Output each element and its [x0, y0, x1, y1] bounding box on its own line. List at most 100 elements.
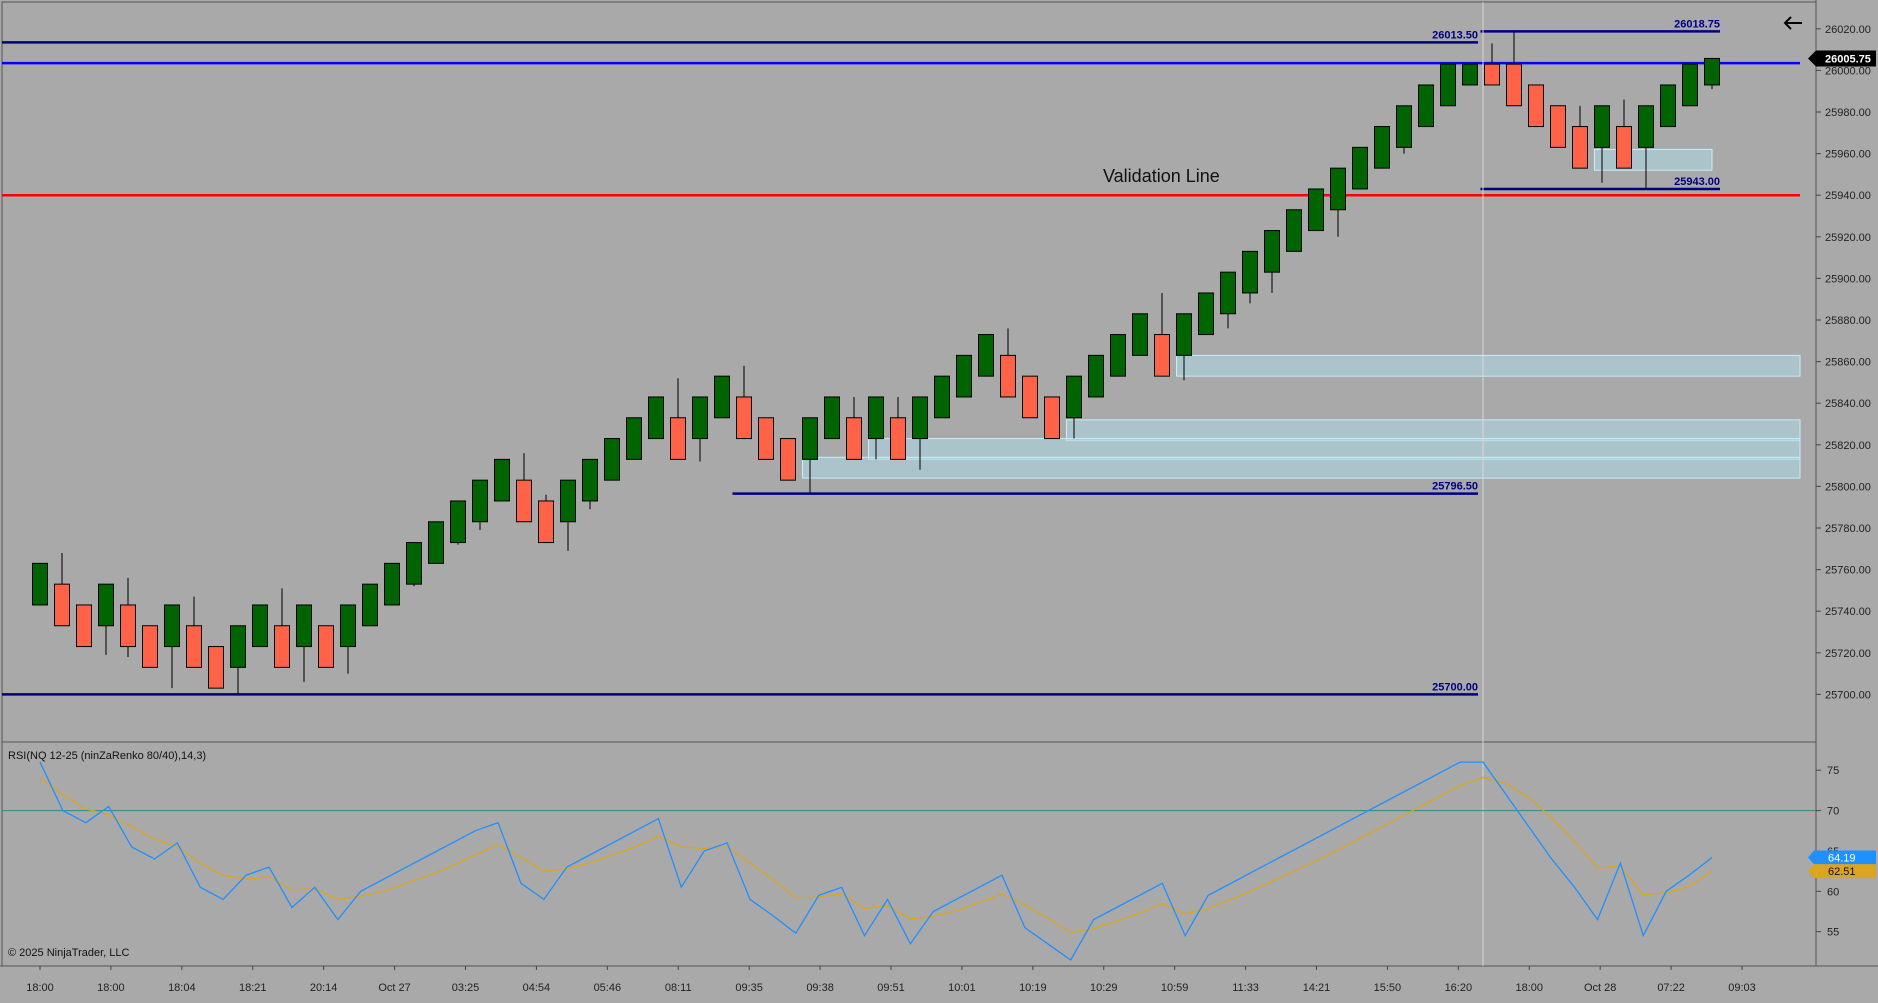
candle-down — [142, 625, 158, 668]
time-tick-label: 09:35 — [735, 982, 763, 994]
candle-up — [692, 396, 708, 440]
candle-down — [780, 438, 796, 481]
rsi-signal-tag: 62.51 — [1808, 864, 1876, 879]
candle-up — [648, 396, 664, 440]
time-tick-label: 14:21 — [1303, 982, 1331, 994]
candle-up — [1286, 209, 1302, 252]
candle-up — [1110, 334, 1126, 377]
rsi-tick-label: 60 — [1827, 886, 1839, 898]
time-tick-label: 15:50 — [1374, 982, 1402, 994]
candle-up — [230, 625, 246, 668]
price-tick-label: 25820.00 — [1825, 440, 1871, 452]
level-label: 26018.75 — [1674, 18, 1720, 30]
rsi-tick-label: 55 — [1827, 927, 1839, 939]
candle-up — [1088, 354, 1104, 398]
rsi-tick-label: 70 — [1827, 806, 1839, 818]
rsi-value-label: 64.19 — [1828, 853, 1856, 865]
level-label: 26013.50 — [1432, 29, 1478, 41]
candle-up — [1308, 188, 1324, 232]
candle-up — [450, 500, 466, 544]
candle-down — [736, 396, 752, 440]
demand-zone — [1594, 148, 1713, 171]
time-tick-label: 05:46 — [594, 982, 622, 994]
candle-up — [1198, 292, 1214, 336]
arrow-left-icon[interactable] — [1782, 12, 1808, 34]
price-tick-label: 25940.00 — [1825, 190, 1871, 202]
candle-up — [1264, 230, 1280, 273]
time-tick-label: 10:29 — [1090, 982, 1118, 994]
time-tick-label: 10:19 — [1019, 982, 1047, 994]
candle-up — [956, 354, 972, 398]
zones-layer — [802, 148, 1801, 479]
time-tick-label: 18:21 — [239, 982, 267, 994]
candle-up — [1440, 63, 1456, 107]
candle-down — [186, 625, 202, 668]
candle-up — [1330, 167, 1346, 211]
candle-up — [560, 479, 576, 523]
rsi-signal-label: 62.51 — [1828, 866, 1856, 878]
price-tick-label: 26000.00 — [1825, 65, 1871, 77]
candle-up — [802, 417, 818, 460]
price-tick-label: 25800.00 — [1825, 481, 1871, 493]
price-tick-label: 25740.00 — [1825, 606, 1871, 618]
rsi-panel-title: RSI(NQ 12-25 (ninZaRenko 80/40),14,3) — [8, 750, 206, 762]
candles-layer — [32, 31, 1720, 695]
candle-down — [1572, 126, 1588, 169]
candle-up — [824, 396, 840, 440]
candle-down — [1550, 105, 1566, 148]
candle-up — [1396, 105, 1412, 148]
rsi-series-line — [39, 776, 1713, 934]
price-tick-label: 25840.00 — [1825, 398, 1871, 410]
time-tick-label: 18:00 — [1515, 982, 1543, 994]
candle-up — [1132, 313, 1148, 356]
time-tick-label: 03:25 — [452, 982, 480, 994]
demand-zone — [868, 438, 1801, 460]
candle-up — [978, 334, 994, 377]
candle-up — [1352, 146, 1368, 190]
rsi-layer — [2, 761, 1816, 961]
current-price-tag: 26005.75 — [1808, 50, 1876, 67]
candle-up — [1594, 105, 1610, 148]
rsi-series-line — [39, 761, 1713, 961]
price-tick-label: 25880.00 — [1825, 315, 1871, 327]
price-axis: 25700.00 25720.00 25740.00 25760.00 25780.00… — [1816, 24, 1871, 701]
price-tick-label: 25960.00 — [1825, 149, 1871, 161]
validation-line-annotation: Validation Line — [1103, 166, 1220, 186]
candle-down — [1044, 396, 1060, 440]
time-tick-label: 07:22 — [1657, 982, 1685, 994]
time-tick-label: Oct 27 — [378, 982, 410, 994]
price-tick-label: 25700.00 — [1825, 689, 1871, 701]
candle-down — [538, 500, 554, 544]
candle-up — [1682, 63, 1698, 107]
candle-up — [362, 583, 378, 627]
candle-up — [296, 604, 312, 648]
level-label: 25700.00 — [1432, 681, 1478, 693]
candle-up — [1176, 313, 1192, 356]
candle-up — [384, 562, 400, 606]
price-tick-label: 25760.00 — [1825, 565, 1871, 577]
time-tick-label: 08:11 — [665, 982, 692, 994]
time-tick-label: 11:33 — [1232, 982, 1259, 994]
candle-up — [1462, 63, 1478, 86]
candle-up — [1638, 105, 1654, 148]
time-tick-label: 09:38 — [806, 982, 834, 994]
candle-up — [32, 562, 48, 606]
price-tick-label: 25720.00 — [1825, 648, 1871, 660]
candle-up — [494, 458, 510, 502]
levels-layer: 26013.50 26018.75 25943.00 25796.50 25700.00 — [2, 2, 1800, 966]
time-tick-label: 18:00 — [26, 982, 54, 994]
candle-up — [1660, 84, 1676, 128]
time-tick-label: 10:01 — [948, 982, 976, 994]
candle-up — [472, 479, 488, 523]
candle-up — [868, 396, 884, 440]
candle-up — [604, 438, 620, 481]
price-tick-label: 25860.00 — [1825, 357, 1871, 369]
candle-up — [912, 396, 928, 440]
time-tick-label: 16:20 — [1445, 982, 1473, 994]
candle-up — [1418, 84, 1434, 128]
candle-down — [1154, 334, 1170, 377]
time-tick-label: 10:59 — [1161, 982, 1189, 994]
price-tick-label: 25900.00 — [1825, 273, 1871, 285]
